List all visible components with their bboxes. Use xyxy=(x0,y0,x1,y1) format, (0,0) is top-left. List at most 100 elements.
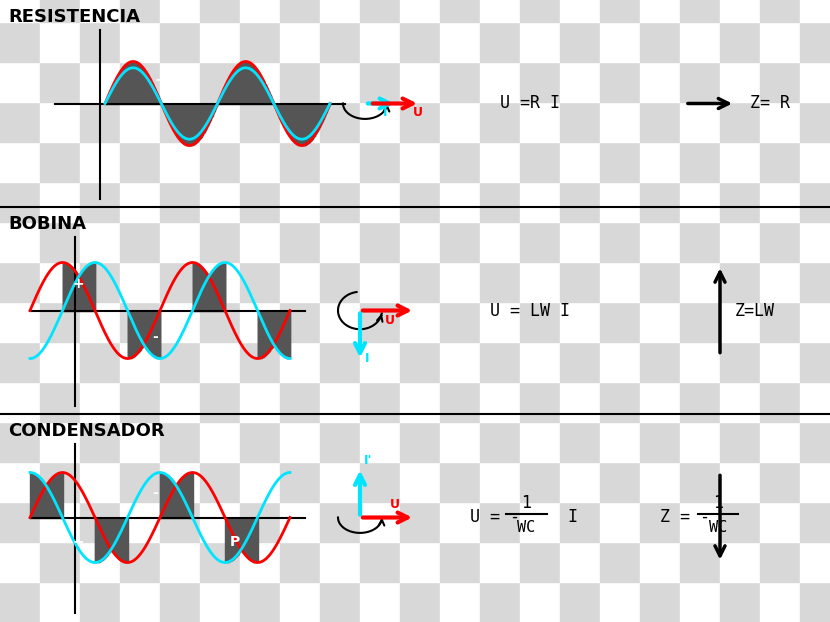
Bar xyxy=(160,382,200,422)
Bar xyxy=(160,22,200,62)
Bar xyxy=(240,342,280,382)
Bar xyxy=(280,262,320,302)
Bar xyxy=(120,0,160,22)
Bar xyxy=(280,462,320,502)
Bar xyxy=(320,222,360,262)
Bar xyxy=(680,462,720,502)
Bar xyxy=(360,62,400,102)
Bar xyxy=(560,382,600,422)
Bar xyxy=(720,302,760,342)
Bar xyxy=(480,62,520,102)
Bar xyxy=(560,62,600,102)
Bar xyxy=(800,502,830,542)
Text: U =R I: U =R I xyxy=(500,95,560,113)
Bar xyxy=(280,142,320,182)
Bar xyxy=(440,342,480,382)
Bar xyxy=(0,182,40,222)
Bar xyxy=(600,142,640,182)
Bar xyxy=(0,342,40,382)
Bar xyxy=(560,22,600,62)
Bar xyxy=(40,262,80,302)
Bar xyxy=(520,0,560,22)
Bar xyxy=(600,462,640,502)
Bar xyxy=(600,262,640,302)
Bar xyxy=(400,62,440,102)
Bar xyxy=(240,262,280,302)
Bar xyxy=(0,382,40,422)
Bar xyxy=(360,502,400,542)
Bar xyxy=(800,142,830,182)
Bar xyxy=(0,422,40,462)
Bar xyxy=(280,382,320,422)
Bar xyxy=(280,102,320,142)
Bar xyxy=(0,0,40,22)
Bar xyxy=(80,22,120,62)
Text: +: + xyxy=(154,73,166,88)
Bar xyxy=(240,0,280,22)
Bar xyxy=(760,22,800,62)
Bar xyxy=(400,422,440,462)
Bar xyxy=(800,62,830,102)
Bar xyxy=(400,342,440,382)
Bar xyxy=(680,262,720,302)
Bar xyxy=(680,342,720,382)
Bar xyxy=(720,182,760,222)
Bar xyxy=(440,102,480,142)
Bar xyxy=(200,582,240,622)
Bar xyxy=(680,542,720,582)
Text: -: - xyxy=(152,330,158,344)
Bar xyxy=(640,102,680,142)
Bar xyxy=(600,422,640,462)
Bar xyxy=(240,382,280,422)
Bar xyxy=(40,582,80,622)
Bar xyxy=(200,62,240,102)
Bar xyxy=(40,222,80,262)
Bar xyxy=(800,262,830,302)
Bar xyxy=(760,462,800,502)
Bar xyxy=(480,182,520,222)
Bar xyxy=(760,222,800,262)
Bar xyxy=(800,422,830,462)
Bar xyxy=(40,422,80,462)
Bar xyxy=(760,542,800,582)
Bar xyxy=(600,302,640,342)
Bar xyxy=(120,62,160,102)
Bar xyxy=(360,0,400,22)
Bar xyxy=(520,62,560,102)
Bar xyxy=(440,222,480,262)
Bar xyxy=(160,542,200,582)
Bar xyxy=(80,62,120,102)
Bar xyxy=(0,302,40,342)
Bar xyxy=(200,502,240,542)
Bar xyxy=(320,302,360,342)
Bar xyxy=(600,342,640,382)
Bar xyxy=(560,342,600,382)
Bar xyxy=(40,142,80,182)
Bar xyxy=(560,142,600,182)
Bar xyxy=(800,382,830,422)
Bar xyxy=(560,182,600,222)
Bar xyxy=(0,142,40,182)
Bar xyxy=(80,182,120,222)
Text: CONDENSADOR: CONDENSADOR xyxy=(8,422,164,440)
Bar xyxy=(120,542,160,582)
Bar xyxy=(320,182,360,222)
Bar xyxy=(80,542,120,582)
Bar xyxy=(720,62,760,102)
Bar xyxy=(360,382,400,422)
Bar xyxy=(80,142,120,182)
Bar xyxy=(0,502,40,542)
Bar xyxy=(680,102,720,142)
Bar xyxy=(520,422,560,462)
Bar xyxy=(40,22,80,62)
Bar xyxy=(720,22,760,62)
Bar xyxy=(240,22,280,62)
Bar xyxy=(440,382,480,422)
Bar xyxy=(80,342,120,382)
Bar xyxy=(760,262,800,302)
Bar xyxy=(640,302,680,342)
Bar xyxy=(200,0,240,22)
Bar xyxy=(240,462,280,502)
Bar xyxy=(680,182,720,222)
Bar xyxy=(80,462,120,502)
